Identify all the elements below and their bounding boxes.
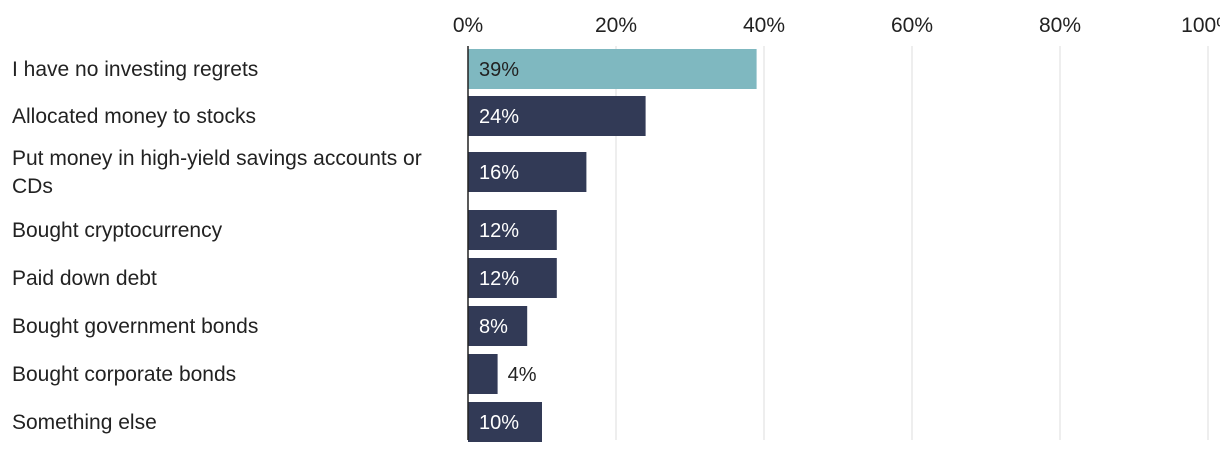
- bar: [468, 49, 757, 89]
- category-label-line: Bought government bonds: [12, 315, 258, 338]
- category-label: Something else: [12, 411, 157, 434]
- category-label: Put money in high-yield savings accounts…: [12, 147, 422, 198]
- bar-value-label: 8%: [479, 316, 508, 338]
- category-label: Allocated money to stocks: [12, 105, 256, 128]
- bar: [468, 96, 646, 136]
- category-label-line: Bought cryptocurrency: [12, 219, 223, 242]
- bar: [468, 354, 498, 394]
- x-tick-label: 100%: [1181, 14, 1220, 37]
- x-tick-label: 80%: [1039, 14, 1081, 37]
- bar-value-label: 4%: [508, 364, 537, 386]
- bar-value-label: 24%: [479, 106, 519, 128]
- bar-value-label: 12%: [479, 220, 519, 242]
- bars: [468, 49, 757, 442]
- bar: [468, 402, 542, 442]
- category-label: I have no investing regrets: [12, 58, 258, 81]
- bar-value-label: 10%: [479, 412, 519, 434]
- category-label-line: Paid down debt: [12, 267, 157, 290]
- bar-value-label: 16%: [479, 162, 519, 184]
- category-label: Bought cryptocurrency: [12, 219, 223, 242]
- category-label: Paid down debt: [12, 267, 157, 290]
- bar-value-label: 12%: [479, 268, 519, 290]
- category-label-line: Put money in high-yield savings accounts…: [12, 147, 422, 170]
- x-tick-label: 20%: [595, 14, 637, 37]
- bar: [468, 258, 557, 298]
- value-labels: 39% 24% 16% 12% 12% 8% 4% 10%: [479, 59, 537, 434]
- bar: [468, 152, 587, 192]
- category-label: Bought corporate bonds: [12, 363, 236, 386]
- category-label-line: CDs: [12, 175, 53, 198]
- gridlines: [615, 46, 1209, 440]
- x-axis-tick-labels: 0% 20% 40% 60% 80% 100%: [453, 14, 1220, 37]
- category-label-line: Allocated money to stocks: [12, 105, 256, 128]
- category-label-line: I have no investing regrets: [12, 58, 258, 81]
- x-tick-label: 60%: [891, 14, 933, 37]
- category-label-line: Bought corporate bonds: [12, 363, 236, 386]
- category-label: Bought government bonds: [12, 315, 258, 338]
- bar: [468, 306, 528, 346]
- x-tick-label: 0%: [453, 14, 483, 37]
- category-labels: I have no investing regrets Allocated mon…: [12, 58, 422, 434]
- x-tick-label: 40%: [743, 14, 785, 37]
- category-label-line: Something else: [12, 411, 157, 434]
- bar-value-label: 39%: [479, 59, 519, 81]
- bar: [468, 210, 557, 250]
